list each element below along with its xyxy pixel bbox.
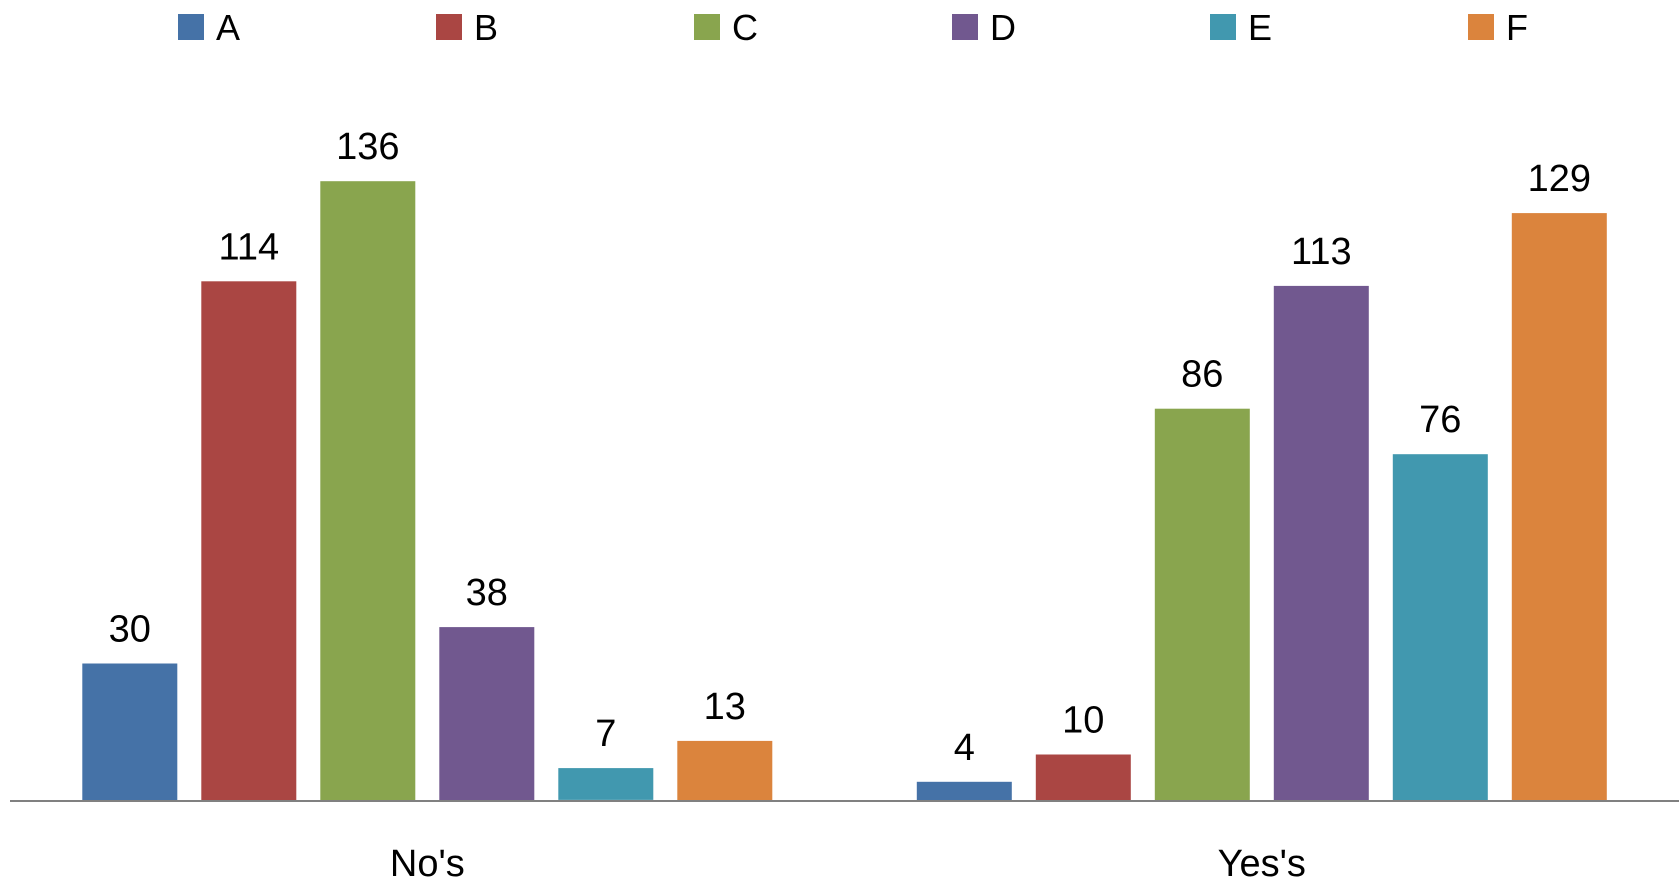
legend-label-a: A (216, 7, 240, 48)
legend-label-d: D (990, 7, 1016, 48)
bar-d-nos (439, 627, 535, 800)
legend-swatch-e (1210, 14, 1236, 40)
bar-c-yess (1154, 408, 1250, 800)
legend-label-c: C (732, 7, 758, 48)
data-label-c-yess: 86 (1181, 354, 1223, 396)
bar-a-nos (82, 663, 178, 800)
bar-d-yess (1273, 285, 1369, 800)
legend: A B C D E F (178, 7, 1528, 48)
category-label-nos: No's (390, 843, 465, 882)
bar-a-yess (916, 781, 1012, 800)
legend-swatch-a (178, 14, 204, 40)
bar-e-nos (558, 768, 654, 800)
bar-c-nos (320, 181, 416, 800)
data-labels: 30 114 136 38 7 13 4 10 86 113 76 129 (109, 126, 1591, 769)
data-label-a-yess: 4 (954, 727, 975, 769)
bar-b-yess (1035, 754, 1131, 800)
data-label-e-nos: 7 (595, 713, 616, 755)
category-labels: No's Yes's (390, 843, 1306, 882)
bars (82, 181, 1607, 801)
data-label-f-nos: 13 (704, 686, 746, 728)
legend-swatch-c (694, 14, 720, 40)
data-label-e-yess: 76 (1419, 399, 1461, 441)
data-label-c-nos: 136 (336, 126, 399, 168)
data-label-d-yess: 113 (1291, 231, 1352, 273)
data-label-f-yess: 129 (1528, 158, 1591, 200)
legend-label-e: E (1248, 7, 1272, 48)
data-label-b-yess: 10 (1062, 700, 1104, 742)
legend-label-b: B (474, 7, 498, 48)
data-label-a-nos: 30 (109, 609, 151, 651)
bar-e-yess (1392, 454, 1488, 800)
data-label-b-nos: 114 (219, 226, 280, 268)
category-label-yess: Yes's (1218, 843, 1306, 882)
bar-f-yess (1511, 213, 1607, 801)
data-label-d-nos: 38 (466, 572, 508, 614)
bar-b-nos (201, 281, 297, 800)
legend-swatch-f (1468, 14, 1494, 40)
legend-label-f: F (1506, 7, 1528, 48)
bar-f-nos (677, 740, 773, 800)
legend-swatch-b (436, 14, 462, 40)
legend-swatch-d (952, 14, 978, 40)
